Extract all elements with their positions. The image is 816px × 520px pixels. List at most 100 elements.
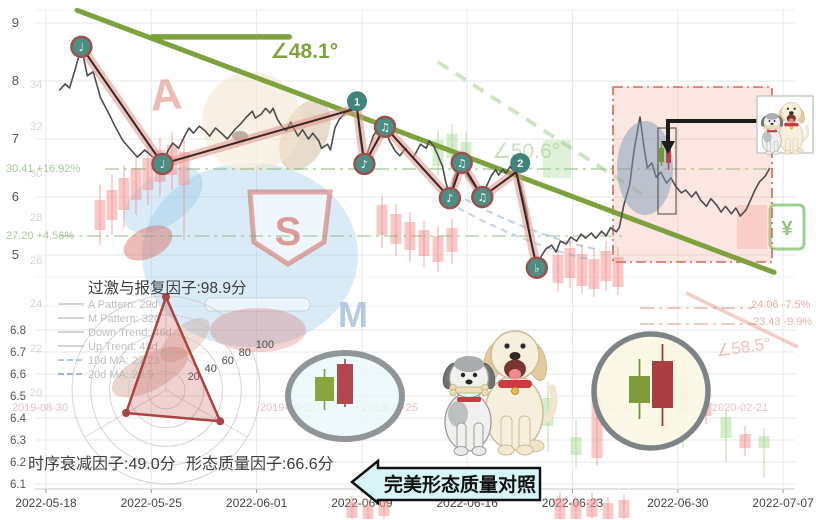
wm-left-tick: 34 <box>30 79 42 91</box>
wm-candle-body <box>418 230 430 256</box>
note-marker-glyph: ♩ <box>160 158 165 171</box>
wm-candle-body <box>118 178 130 210</box>
wm-price-tag-4: 23.43 -9.9% <box>753 316 813 328</box>
note-marker[interactable] <box>471 185 494 209</box>
sequence-badge-label: 1 <box>354 96 360 108</box>
superhero-dog-watermark: S A M <box>111 69 368 398</box>
radar-ring-label: 80 <box>239 347 251 359</box>
hero-glove <box>123 225 173 261</box>
wm-left-tick: 20 <box>30 387 42 399</box>
note-marker[interactable] <box>373 115 397 139</box>
comparison-banner: 完美形态质量对照 <box>350 458 542 506</box>
note-marker-glyph: ♫ <box>457 157 467 170</box>
note-marker-glyph: ♩ <box>79 41 84 54</box>
y-axis-label-sub: 6.1 <box>10 479 26 491</box>
x-axis-label: 2022-06-01 <box>226 496 288 510</box>
wm-candle-body <box>106 190 118 220</box>
candle-inset-right <box>591 331 711 451</box>
x-axis-label: 2022-05-18 <box>15 496 77 510</box>
wm-left-tick: 28 <box>30 212 42 224</box>
wm-candle-body <box>576 254 588 286</box>
note-marker-glyph: ♪ <box>361 158 368 171</box>
radar-ring-label: 60 <box>222 355 234 367</box>
focus-ellipse <box>617 121 673 215</box>
radar-vertex-dot <box>162 293 170 301</box>
wm-candle-body <box>94 200 106 230</box>
wm-yen-icon: ¥ <box>768 203 806 251</box>
sequence-badge[interactable] <box>510 153 531 174</box>
wm-left-tick: 30 <box>30 168 42 180</box>
y-axis-label-sub: 6.4 <box>10 413 27 425</box>
highlight-box-border <box>612 86 773 263</box>
note-marker-glyph: ♭ <box>534 262 539 275</box>
x-axis-label: 2022-06-30 <box>647 496 709 510</box>
wm-candle-body <box>362 505 374 519</box>
factor-label-bottom-right: 形态质量因子:66.6分 <box>186 455 334 473</box>
banner-label: 完美形态质量对照 <box>384 473 536 496</box>
radar-ring-label: 20 <box>188 371 200 383</box>
watermark-m-letter: M <box>338 294 368 335</box>
wm-candle-body <box>618 500 630 518</box>
zigzag-line <box>80 46 538 269</box>
wm-candle-body <box>570 502 582 519</box>
wm-candle-body <box>570 437 582 455</box>
wm-candle-body <box>586 499 598 517</box>
trend-lines <box>74 7 777 275</box>
inset-red-candle <box>652 361 673 408</box>
angle-annotation: ∠48.1° <box>270 40 338 63</box>
wm-left-tick: 32 <box>30 121 42 133</box>
wm-ma-curve-1 <box>454 192 601 251</box>
x-axis-label: 2022-07-07 <box>752 496 814 510</box>
y-axis-label-main: 5 <box>12 247 19 262</box>
note-marker[interactable] <box>450 151 473 174</box>
wm-candle-body <box>346 502 358 518</box>
wm-trend-red <box>685 291 799 349</box>
callout-arrow-line <box>666 119 757 142</box>
factor-label-bottom-left: 时序衰减因子:49.0分 <box>28 455 176 473</box>
wm-legend-item: M Pattern: 32d <box>88 313 160 325</box>
wm-candle-body <box>432 140 444 166</box>
wm-candle-body <box>552 255 564 283</box>
y-axis-label-sub: 6.6 <box>10 369 26 381</box>
inset-green-candle <box>629 376 650 403</box>
wm-price-tag-1: 30.41 +16.92% <box>6 163 81 175</box>
hero-boot <box>111 346 189 398</box>
radar-polygon <box>124 295 222 423</box>
pattern-markers: ♩ ♩ ♪ ♫ ♪ ♫ ♫ ♭ 1 2 <box>70 35 549 279</box>
radar-vertex-dot <box>216 417 225 426</box>
wm-left-tick: 24 <box>30 298 42 310</box>
wm-candle-body <box>564 248 576 278</box>
wm-angle-red-label: ∠58.5° <box>715 334 772 360</box>
wm-candle-body <box>432 236 444 262</box>
wm-price-tag-2: 27.20 +4.56% <box>6 230 74 242</box>
sequence-badge[interactable] <box>347 91 368 112</box>
note-marker[interactable] <box>438 186 462 210</box>
wm-price-tag-3: 24.06 -7.5% <box>751 299 811 311</box>
note-marker-glyph: ♫ <box>380 121 390 134</box>
note-marker[interactable] <box>525 256 549 279</box>
note-marker[interactable] <box>353 152 376 176</box>
note-marker[interactable] <box>151 152 174 176</box>
wm-candle-body <box>588 259 600 289</box>
wm-candle-body <box>739 434 751 448</box>
wm-ma-curve-2 <box>457 207 589 260</box>
wm-candle-body <box>720 417 732 438</box>
wm-left-ticks: 34 32 30 28 26 24 22 20 <box>30 79 42 399</box>
y-axis-label-main: 6 <box>12 189 19 204</box>
note-marker[interactable] <box>70 35 93 58</box>
sequence-badge-label: 2 <box>517 158 523 170</box>
wm-candle-body <box>178 152 190 185</box>
wm-candle-body <box>758 436 770 448</box>
candle-inset-left <box>285 350 405 442</box>
wm-candle-body <box>376 205 388 235</box>
wm-left-tick: 22 <box>30 343 42 355</box>
watermark-a-letter: A <box>148 69 184 121</box>
radar-chart: 20 40 60 80 100 <box>71 293 274 485</box>
wm-candle-body <box>554 498 566 519</box>
hero-trunks <box>210 308 306 352</box>
y-axis-label-sub: 6.7 <box>10 347 26 359</box>
wm-angle-green-label: ∠50.6° <box>492 140 560 163</box>
y-axis-label-main: 9 <box>12 15 19 30</box>
